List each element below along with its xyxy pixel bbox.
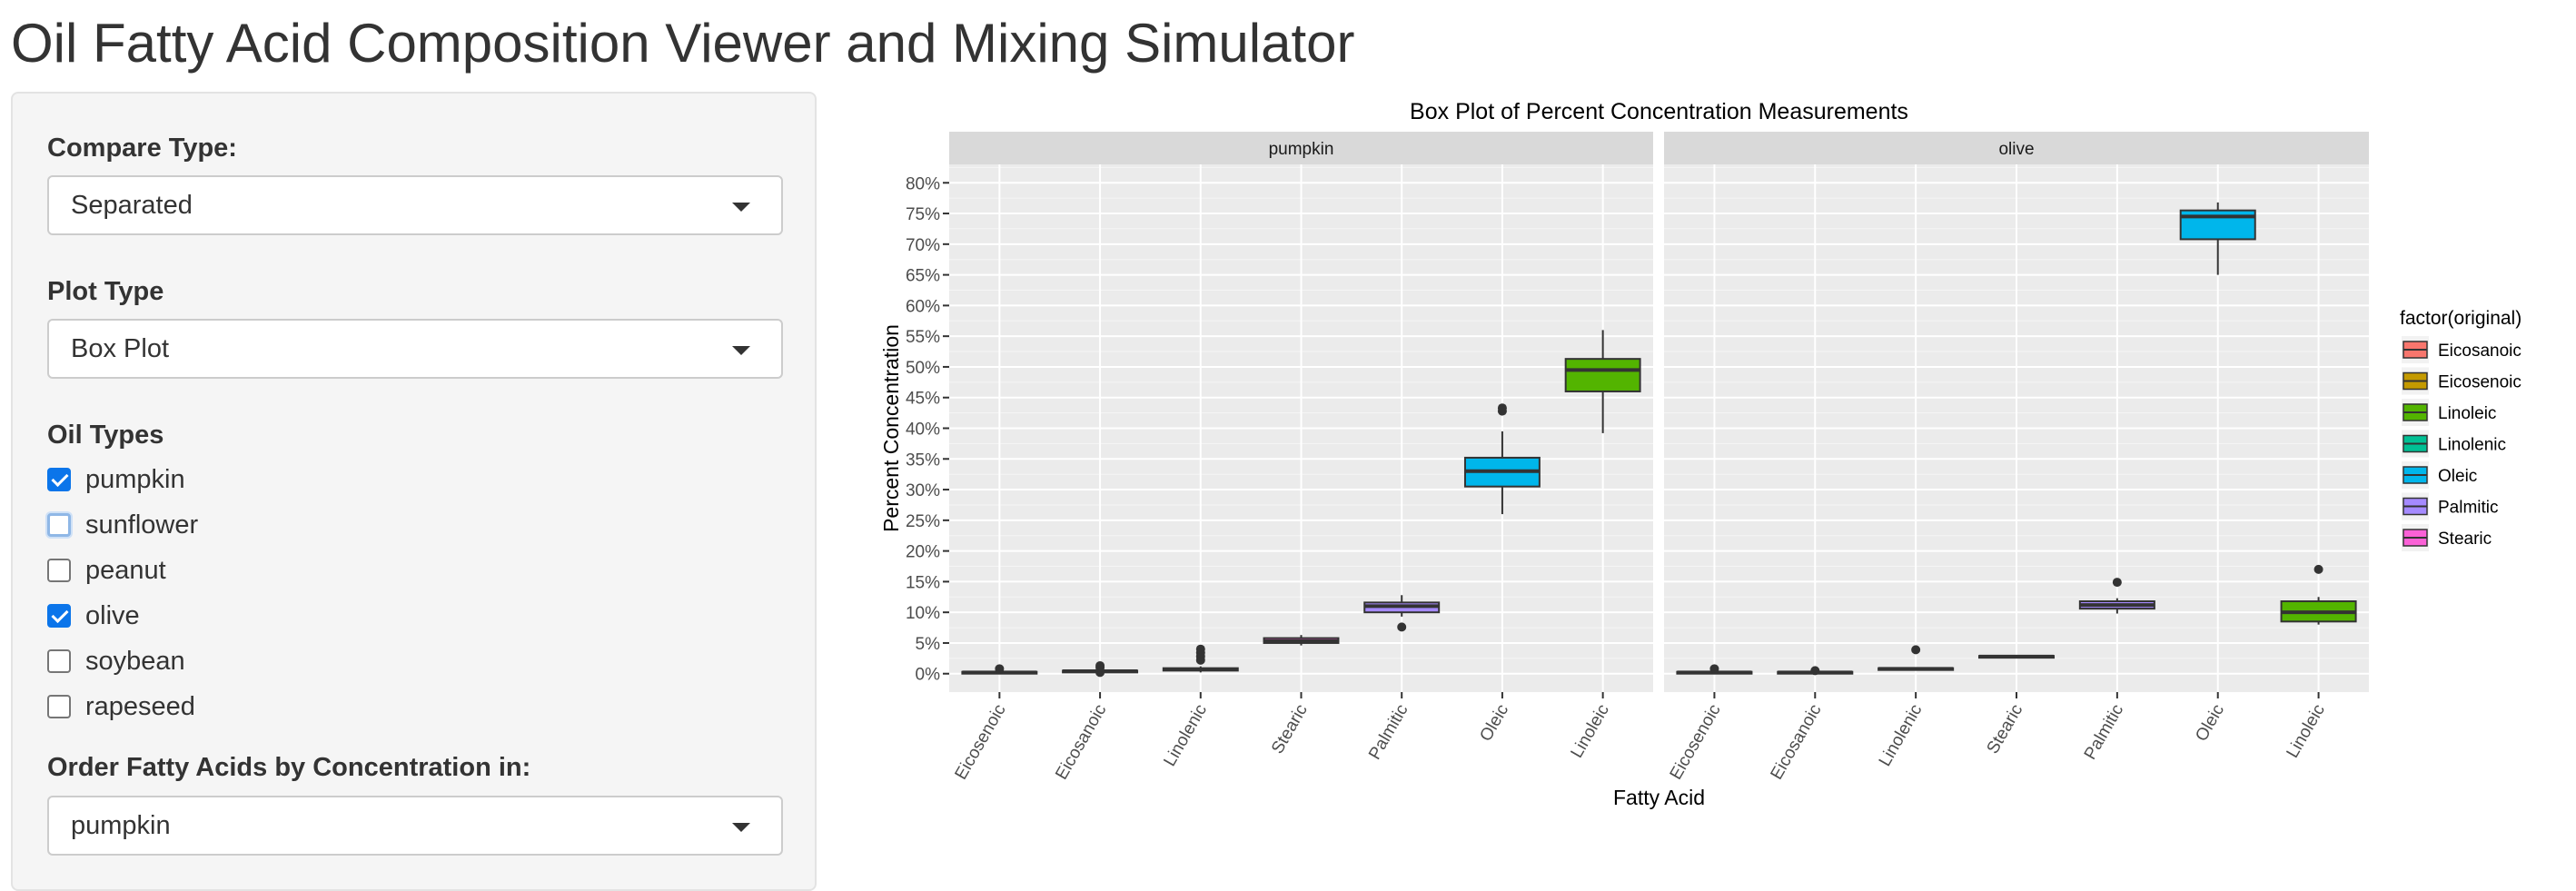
oil-type-label: olive <box>85 600 140 630</box>
facet-strip <box>949 132 1653 164</box>
x-tick-label: Eicosanoic <box>1052 701 1110 783</box>
checkbox[interactable] <box>47 695 71 718</box>
plot-type-value: Box Plot <box>71 334 169 363</box>
facet-strip <box>1664 132 2369 164</box>
outlier-point <box>995 664 1005 674</box>
checkbox[interactable] <box>47 604 71 628</box>
x-tick-label: Eicosenoic <box>952 701 1010 783</box>
legend-label: Oleic <box>2438 467 2477 486</box>
oil-type-option-peanut[interactable]: peanut <box>47 552 166 589</box>
x-tick-label: Palmitic <box>2081 701 2127 763</box>
legend-label: Palmitic <box>2438 499 2499 518</box>
checkbox[interactable] <box>47 513 71 537</box>
legend-label: Eicosenoic <box>2438 373 2522 392</box>
page-title: Oil Fatty Acid Composition Viewer and Mi… <box>11 13 1355 74</box>
outlier-point <box>1709 664 1719 674</box>
legend-label: Stearic <box>2438 530 2492 549</box>
oil-types-label: Oil Types <box>47 421 164 450</box>
box-plot-chart: Box Plot of Percent Concentration Measur… <box>879 99 2522 809</box>
compare-type-select[interactable]: Separated <box>47 175 783 235</box>
compare-type-label: Compare Type: <box>47 134 237 163</box>
order-by-value: pumpkin <box>71 811 171 840</box>
x-tick-label: Linoleic <box>2283 701 2328 761</box>
checkbox[interactable] <box>47 468 71 491</box>
legend-label: Linolenic <box>2438 436 2506 455</box>
y-tick-label: 30% <box>906 481 940 500</box>
outlier-point <box>1397 622 1407 632</box>
x-tick-label: Linoleic <box>1568 701 1613 761</box>
y-tick-label: 20% <box>906 543 940 562</box>
facet-strip-label: olive <box>1998 140 2034 159</box>
oil-type-label: sunflower <box>85 510 199 540</box>
plot-type-label: Plot Type <box>47 277 164 306</box>
oil-type-label: peanut <box>85 555 166 585</box>
legend-label: Linoleic <box>2438 404 2496 423</box>
y-tick-label: 80% <box>906 174 940 193</box>
y-axis-title: Percent Concentration <box>879 324 903 532</box>
x-tick-label: Eicosanoic <box>1767 701 1825 783</box>
y-tick-label: 15% <box>906 573 940 592</box>
y-tick-label: 25% <box>906 512 940 531</box>
chevron-down-icon <box>732 346 750 355</box>
checkbox[interactable] <box>47 649 71 673</box>
y-tick-label: 75% <box>906 205 940 224</box>
oil-type-label: pumpkin <box>85 464 185 494</box>
outlier-point <box>2313 564 2323 574</box>
facet-strip-label: pumpkin <box>1269 140 1334 159</box>
order-by-label: Order Fatty Acids by Concentration in: <box>47 753 531 782</box>
chart-title: Box Plot of Percent Concentration Measur… <box>1410 99 1908 124</box>
x-tick-label: Linolenic <box>1160 701 1211 769</box>
chevron-down-icon <box>732 203 750 212</box>
sidebar-panel: Compare Type: Separated Plot Type Box Pl… <box>11 92 817 891</box>
plot-type-select[interactable]: Box Plot <box>47 319 783 379</box>
chevron-down-icon <box>732 823 750 832</box>
x-tick-label: Palmitic <box>1365 701 1412 763</box>
x-tick-label: Oleic <box>2192 701 2228 745</box>
legend-label: Eicosanoic <box>2438 342 2522 361</box>
oil-type-label: soybean <box>85 646 185 676</box>
box-linoleic <box>1564 358 1641 392</box>
outlier-point <box>2112 578 2122 588</box>
x-tick-label: Linolenic <box>1876 701 1927 769</box>
oil-type-option-soybean[interactable]: soybean <box>47 643 185 679</box>
x-tick-label: Stearic <box>1984 701 2027 757</box>
y-tick-label: 70% <box>906 236 940 255</box>
y-tick-label: 45% <box>906 390 940 409</box>
oil-type-option-olive[interactable]: olive <box>47 598 140 634</box>
y-tick-label: 55% <box>906 328 940 347</box>
y-tick-label: 10% <box>906 604 940 623</box>
outlier-point <box>1810 666 1820 676</box>
y-tick-label: 35% <box>906 450 940 470</box>
legend-title: factor(original) <box>2400 308 2522 329</box>
oil-type-option-pumpkin[interactable]: pumpkin <box>47 461 185 498</box>
order-by-select[interactable]: pumpkin <box>47 796 783 856</box>
outlier-point <box>1497 403 1507 413</box>
outlier-point <box>1195 644 1205 654</box>
compare-type-value: Separated <box>71 191 193 220</box>
y-tick-label: 0% <box>916 666 941 685</box>
checkbox[interactable] <box>47 559 71 582</box>
y-tick-label: 60% <box>906 297 940 316</box>
x-tick-label: Stearic <box>1268 701 1312 757</box>
outlier-point <box>1911 645 1921 655</box>
oil-type-option-sunflower[interactable]: sunflower <box>47 507 198 543</box>
y-tick-label: 65% <box>906 267 940 286</box>
oil-type-option-rapeseed[interactable]: rapeseed <box>47 688 195 725</box>
outlier-point <box>1095 660 1105 670</box>
y-tick-label: 5% <box>916 635 941 654</box>
x-axis-title: Fatty Acid <box>1613 786 1705 809</box>
y-tick-label: 40% <box>906 421 940 440</box>
y-tick-label: 50% <box>906 359 940 378</box>
oil-type-label: rapeseed <box>85 691 195 721</box>
x-tick-label: Eicosenoic <box>1667 701 1725 783</box>
x-tick-label: Oleic <box>1476 701 1512 745</box>
